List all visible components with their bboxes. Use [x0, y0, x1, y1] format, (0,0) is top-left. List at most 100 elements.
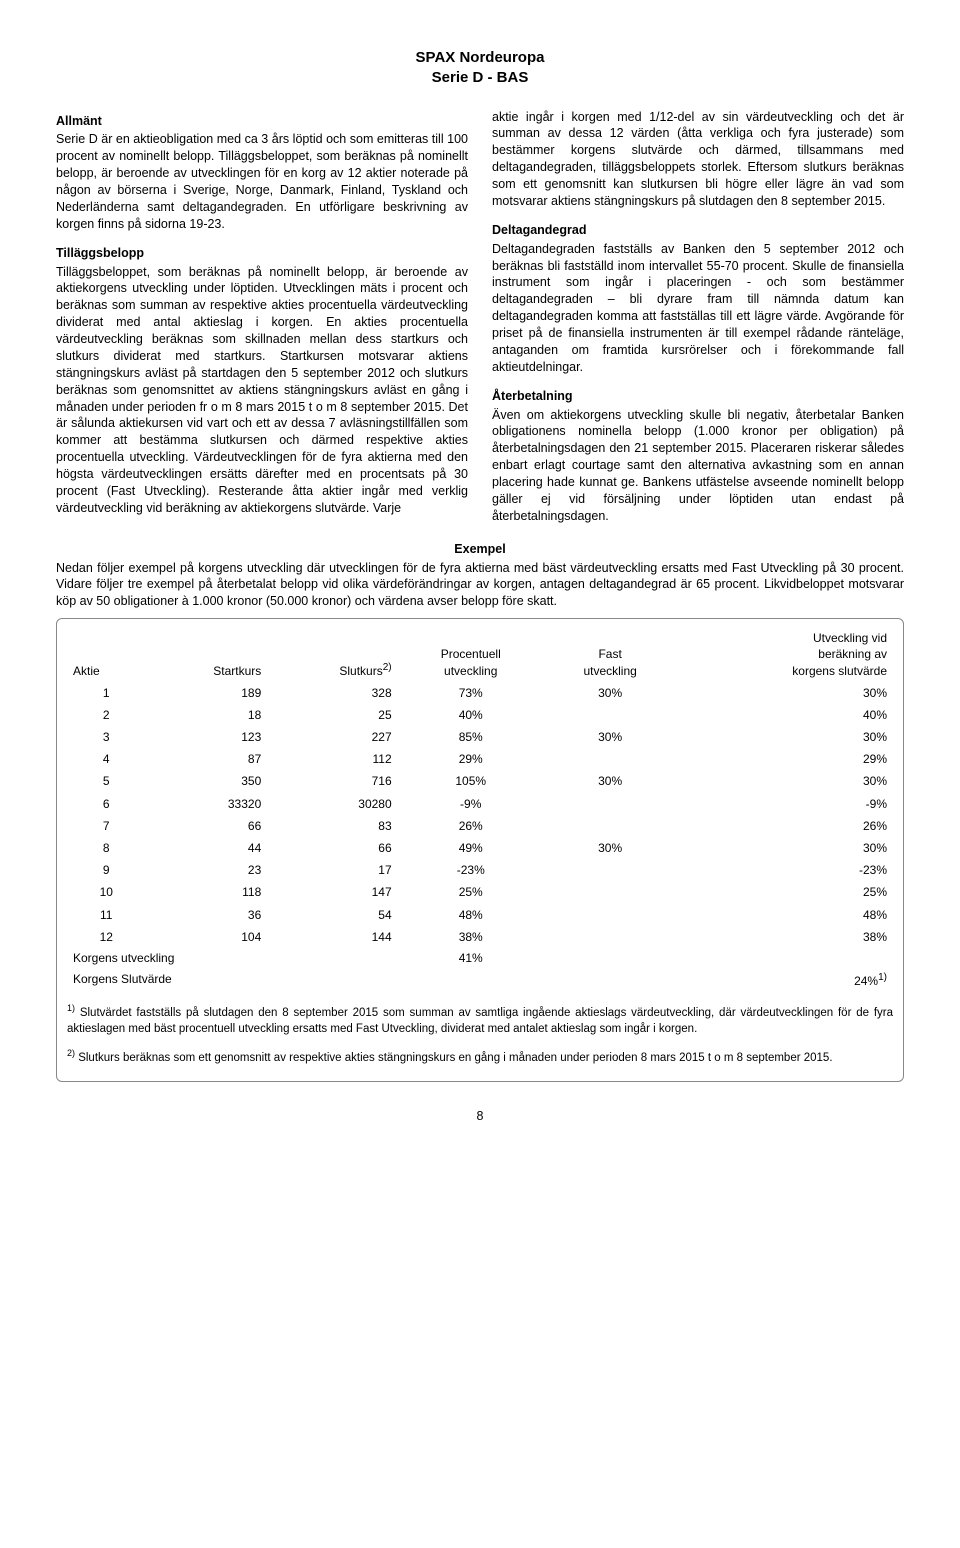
summary-label-2: Korgens Slutvärde [67, 969, 398, 992]
table-row: 92317-23%-23% [67, 859, 893, 881]
cell-aktie: 9 [67, 859, 145, 881]
cell-startkurs: 189 [145, 682, 267, 704]
cell-fast [544, 926, 677, 948]
para-deltagandegrad: Deltagandegraden fastställs av Banken de… [492, 241, 904, 376]
cell-utveckling: 25% [676, 881, 893, 903]
cell-slutkurs: 144 [267, 926, 397, 948]
cell-fast [544, 904, 677, 926]
heading-aterbetalning: Återbetalning [492, 388, 904, 405]
cell-fast [544, 793, 677, 815]
left-column: Allmänt Serie D är en aktieobligation me… [56, 109, 468, 527]
heading-deltagandegrad: Deltagandegrad [492, 222, 904, 239]
cell-slutkurs: 66 [267, 837, 397, 859]
col-slutkurs-label: Slutkurs [339, 664, 382, 678]
summary-row-2: Korgens Slutvärde 24%1) [67, 969, 893, 992]
para-allmant: Serie D är en aktieobligation med ca 3 å… [56, 131, 468, 232]
cell-aktie: 12 [67, 926, 145, 948]
cell-fast [544, 859, 677, 881]
footnote-1: 1) Slutvärdet fastställs på slutdagen de… [67, 1002, 893, 1037]
cell-startkurs: 33320 [145, 793, 267, 815]
cell-utveckling: 30% [676, 770, 893, 792]
cell-slutkurs: 30280 [267, 793, 397, 815]
col-fast: Fastutveckling [544, 627, 677, 682]
cell-aktie: 4 [67, 748, 145, 770]
cell-slutkurs: 227 [267, 726, 397, 748]
footnote-2-sup: 2) [67, 1048, 75, 1058]
title-line1: SPAX Nordeuropa [56, 48, 904, 68]
cell-utveckling: 48% [676, 904, 893, 926]
cell-utveckling: 38% [676, 926, 893, 948]
cell-startkurs: 66 [145, 815, 267, 837]
example-table: Aktie Startkurs Slutkurs2) Procentuellut… [67, 627, 893, 992]
para-exempel-intro: Nedan följer exempel på korgens utveckli… [56, 560, 904, 611]
cell-fast [544, 704, 677, 726]
cell-fast: 30% [544, 837, 677, 859]
table-row: 1011814725%25% [67, 881, 893, 903]
cell-procentuell: 105% [398, 770, 544, 792]
cell-utveckling: 40% [676, 704, 893, 726]
cell-procentuell: 29% [398, 748, 544, 770]
heading-exempel: Exempel [56, 541, 904, 558]
table-row: 11365448%48% [67, 904, 893, 926]
cell-procentuell: 40% [398, 704, 544, 726]
cell-startkurs: 87 [145, 748, 267, 770]
col-fast-a: Fast [598, 647, 621, 661]
cell-procentuell: 26% [398, 815, 544, 837]
title-block: SPAX Nordeuropa Serie D - BAS [56, 48, 904, 89]
table-row: 8446649%30%30% [67, 837, 893, 859]
cell-fast: 30% [544, 726, 677, 748]
cell-startkurs: 350 [145, 770, 267, 792]
table-header-row: Aktie Startkurs Slutkurs2) Procentuellut… [67, 627, 893, 682]
cell-utveckling: 26% [676, 815, 893, 837]
summary-row-1: Korgens utveckling 41% [67, 948, 893, 969]
cell-utveckling: -23% [676, 859, 893, 881]
cell-aktie: 10 [67, 881, 145, 903]
cell-aktie: 1 [67, 682, 145, 704]
col-utveckling: Utveckling vidberäkning avkorgens slutvä… [676, 627, 893, 682]
table-row: 118932873%30%30% [67, 682, 893, 704]
cell-procentuell: 85% [398, 726, 544, 748]
cell-aktie: 7 [67, 815, 145, 837]
cell-utveckling: 30% [676, 682, 893, 704]
cell-slutkurs: 328 [267, 682, 397, 704]
cell-procentuell: 25% [398, 881, 544, 903]
col-startkurs: Startkurs [145, 627, 267, 682]
cell-fast: 30% [544, 770, 677, 792]
cell-startkurs: 36 [145, 904, 267, 926]
cell-procentuell: -9% [398, 793, 544, 815]
col-slutkurs-sup: 2) [383, 662, 392, 673]
para-aterbetalning: Även om aktiekorgens utveckling skulle b… [492, 407, 904, 525]
table-row: 1210414438%38% [67, 926, 893, 948]
cell-slutkurs: 25 [267, 704, 397, 726]
cell-aktie: 3 [67, 726, 145, 748]
summary-value-1: 41% [398, 948, 544, 969]
cell-utveckling: -9% [676, 793, 893, 815]
table-row: 312322785%30%30% [67, 726, 893, 748]
col-utv-b: beräkning av [818, 647, 887, 661]
footnote-2: 2) Slutkurs beräknas som ett genomsnitt … [67, 1047, 893, 1066]
cell-slutkurs: 54 [267, 904, 397, 926]
cell-slutkurs: 716 [267, 770, 397, 792]
cell-slutkurs: 112 [267, 748, 397, 770]
table-row: 63332030280-9%-9% [67, 793, 893, 815]
col-procentuell-a: Procentuell [441, 647, 501, 661]
cell-fast [544, 748, 677, 770]
cell-slutkurs: 17 [267, 859, 397, 881]
table-row: 7668326%26% [67, 815, 893, 837]
table-row: 5350716105%30%30% [67, 770, 893, 792]
heading-tillaggsbelopp: Tilläggsbelopp [56, 245, 468, 262]
para-tillaggsbelopp: Tilläggsbeloppet, som beräknas på nomine… [56, 264, 468, 517]
body-columns: Allmänt Serie D är en aktieobligation me… [56, 109, 904, 527]
summary-label-1: Korgens utveckling [67, 948, 398, 969]
cell-startkurs: 44 [145, 837, 267, 859]
cell-procentuell: 38% [398, 926, 544, 948]
col-utv-a: Utveckling vid [813, 631, 887, 645]
col-procentuell-b: utveckling [444, 664, 497, 678]
col-slutkurs: Slutkurs2) [267, 627, 397, 682]
table-row: 2182540%40% [67, 704, 893, 726]
cell-startkurs: 118 [145, 881, 267, 903]
col-procentuell: Procentuell utveckling [398, 627, 544, 682]
cell-startkurs: 104 [145, 926, 267, 948]
cell-procentuell: 73% [398, 682, 544, 704]
cell-fast [544, 815, 677, 837]
